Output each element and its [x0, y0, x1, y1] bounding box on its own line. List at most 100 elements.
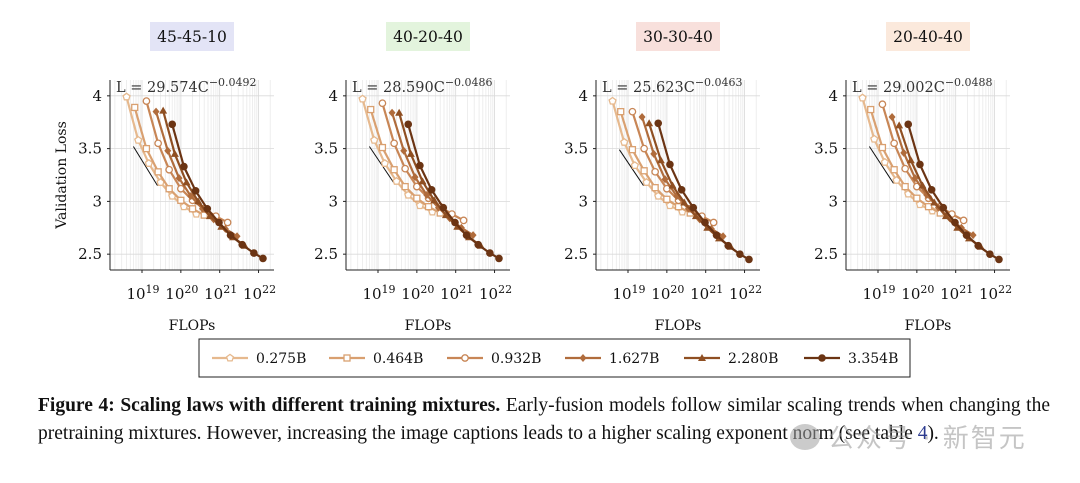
- data-point: [890, 166, 898, 174]
- figure-chart: 45-45-10 2.5 3 3.5 4 1019 1020 1021 1022 FLOPs Val…: [54, 22, 1012, 378]
- data-point: [630, 161, 640, 170]
- data-point: [427, 185, 436, 194]
- panel-title: 45-45-10: [157, 28, 227, 46]
- data-point: [367, 105, 375, 114]
- y-tick-label: 2.5: [564, 245, 588, 263]
- data-point: [878, 143, 887, 152]
- data-point: [640, 144, 648, 153]
- legend-label: 1.627B: [609, 351, 659, 367]
- panel-2: 40-20-40 2.5 3 3.5 4 1019 1020 1021 1022 FLOPs L =…: [314, 22, 512, 334]
- data-point: [411, 173, 419, 182]
- panel-1: 45-45-10 2.5 3 3.5 4 1019 1020 1021 1022 FLOPs Val…: [54, 22, 276, 334]
- data-point: [904, 120, 913, 129]
- data-point: [165, 165, 174, 174]
- data-point: [651, 184, 659, 192]
- series-3.354B: [404, 120, 503, 263]
- data-point: [378, 99, 387, 108]
- panel-4: 20-40-40 2.5 3 3.5 4 1019 1020 1021 1022 FLOPs L =…: [814, 22, 1012, 334]
- watermark: 公众号 · 新智元: [790, 418, 1027, 455]
- legend-label: 0.275B: [256, 351, 306, 367]
- legend: 0.275B 0.464B 0.932B 1.627B 2.280B 3.354B: [198, 338, 911, 378]
- data-point: [250, 249, 258, 257]
- data-point: [701, 218, 709, 227]
- legend-marker: [461, 354, 469, 362]
- data-point: [205, 212, 214, 220]
- data-point: [939, 203, 948, 212]
- data-point: [867, 105, 875, 114]
- data-point: [131, 103, 139, 112]
- y-tick-label: 4: [578, 87, 588, 105]
- y-axis-label: Validation Loss: [54, 121, 70, 230]
- data-point: [880, 157, 890, 166]
- data-point: [370, 135, 379, 144]
- scaling-law-label: L = 29.002C−0.0488: [852, 76, 993, 96]
- y-tick-label: 2.5: [814, 245, 838, 263]
- x-axis-label: FLOPs: [905, 318, 952, 334]
- data-point: [144, 158, 154, 167]
- data-point: [888, 112, 896, 121]
- data-point: [164, 146, 172, 155]
- data-point: [122, 92, 131, 101]
- data-point: [238, 240, 247, 249]
- y-tick-label: 4: [828, 87, 838, 105]
- data-point: [878, 100, 887, 109]
- data-point: [927, 185, 936, 194]
- data-point: [142, 97, 151, 105]
- data-point: [640, 167, 648, 175]
- series-0.275B: [608, 96, 687, 216]
- data-point: [691, 212, 700, 220]
- legend-label: 3.354B: [848, 351, 898, 367]
- data-point: [703, 223, 712, 231]
- y-tick-label: 3: [92, 192, 102, 210]
- legend-marker: [818, 354, 826, 362]
- panel-title-badge: [150, 22, 234, 51]
- y-tick-label: 3.5: [564, 140, 588, 158]
- table-ref-link[interactable]: 4: [917, 423, 928, 444]
- data-point: [170, 149, 179, 157]
- data-point: [930, 198, 939, 206]
- legend-entry: 2.280B: [684, 351, 778, 367]
- panel-title-badge: [636, 22, 720, 51]
- data-point: [974, 241, 983, 250]
- data-point: [951, 218, 959, 227]
- data-point: [142, 144, 151, 153]
- data-point: [390, 166, 398, 174]
- data-point: [203, 204, 212, 213]
- data-point: [424, 203, 433, 211]
- x-tick-label: 1021: [204, 283, 237, 303]
- y-tick-label: 3: [328, 192, 338, 210]
- data-point: [430, 196, 439, 204]
- data-point: [469, 231, 477, 240]
- y-tick-label: 3: [578, 192, 588, 210]
- x-tick-label: 1021: [690, 283, 723, 303]
- panel-title-badge: [386, 22, 470, 51]
- data-point: [177, 184, 185, 193]
- y-tick-label: 4: [328, 87, 338, 105]
- data-point: [401, 164, 410, 173]
- data-point: [953, 223, 962, 231]
- data-point: [223, 218, 232, 227]
- data-point: [404, 120, 413, 129]
- x-axis-label: FLOPs: [655, 318, 702, 334]
- data-point: [180, 162, 188, 171]
- scaling-law-label: L = 29.574C−0.0492: [116, 76, 257, 96]
- legend-label: 2.280B: [728, 351, 778, 367]
- x-axis-label: FLOPs: [405, 318, 452, 334]
- panel-title: 40-20-40: [393, 28, 463, 46]
- data-point: [177, 196, 185, 204]
- data-point: [677, 185, 686, 194]
- data-point: [620, 137, 629, 146]
- data-point: [175, 174, 183, 183]
- data-point: [663, 195, 671, 203]
- legend-marker: [698, 354, 706, 361]
- data-point: [661, 175, 669, 184]
- data-point: [152, 107, 160, 116]
- data-point: [395, 108, 404, 116]
- data-point: [495, 254, 503, 263]
- data-point: [906, 156, 915, 164]
- y-tick-label: 3.5: [814, 140, 838, 158]
- legend-marker: [343, 354, 351, 362]
- data-point: [628, 146, 637, 154]
- data-point: [924, 203, 933, 211]
- data-point: [416, 161, 424, 170]
